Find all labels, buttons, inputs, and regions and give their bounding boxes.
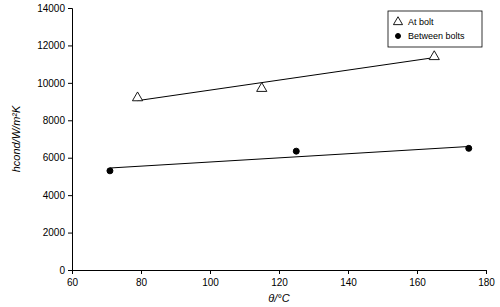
y-axis: 0 2000 4000 6000 8000 10000 12000 14000	[37, 3, 72, 276]
x-tick-label: 140	[340, 277, 357, 288]
y-tick-label: 2000	[43, 227, 66, 238]
x-tick-mark	[348, 270, 349, 274]
y-tick: 6000	[43, 152, 72, 163]
chart: 60 80 100 120 140 160 180 0 2000 4000 6000 8000 1000…	[0, 0, 500, 307]
y-tick-label: 6000	[43, 152, 66, 163]
x-tick: 60	[67, 270, 79, 288]
y-axis-title: hcond/W/m²K	[10, 105, 22, 172]
x-tick-mark	[486, 270, 487, 274]
y-tick-mark	[68, 158, 72, 159]
y-tick-mark	[68, 195, 72, 196]
x-tick: 80	[136, 270, 148, 288]
x-tick-mark	[210, 270, 211, 274]
y-tick-mark	[68, 270, 72, 271]
x-axis-title: θ/°C	[268, 292, 289, 304]
plot-area	[107, 51, 472, 174]
y-tick-label: 4000	[43, 190, 66, 201]
legend-label: Between bolts	[408, 31, 465, 41]
x-tick-mark	[417, 270, 418, 274]
x-tick-mark	[141, 270, 142, 274]
y-tick-mark	[68, 233, 72, 234]
x-tick-label: 80	[136, 277, 148, 288]
trend-line	[138, 58, 435, 101]
data-point	[429, 51, 439, 60]
y-tick: 8000	[43, 115, 72, 126]
x-tick: 100	[202, 270, 219, 288]
y-tick-label: 12000	[37, 40, 65, 51]
y-tick-mark	[68, 8, 72, 9]
data-point	[132, 92, 142, 101]
legend-marker	[396, 34, 401, 39]
y-tick: 0	[59, 265, 72, 276]
x-tick: 120	[271, 270, 288, 288]
legend-marker	[393, 17, 402, 25]
y-axis-line	[68, 9, 73, 271]
x-tick-label: 100	[202, 277, 219, 288]
y-tick: 4000	[43, 190, 72, 201]
y-tick-mark	[68, 45, 72, 46]
data-point	[466, 145, 472, 151]
data-point	[257, 83, 267, 92]
y-tick: 12000	[37, 40, 72, 51]
y-tick-label: 10000	[37, 78, 65, 89]
x-tick-label: 120	[271, 277, 288, 288]
y-tick: 2000	[43, 227, 72, 238]
x-tick-label: 180	[478, 277, 495, 288]
x-axis: 60 80 100 120 140 160 180	[67, 270, 495, 288]
legend-label: At bolt	[408, 17, 434, 27]
y-tick-mark	[68, 83, 72, 84]
y-tick-mark	[68, 120, 72, 121]
y-tick-label: 14000	[37, 3, 65, 14]
data-point	[293, 148, 299, 154]
y-tick: 14000	[37, 3, 72, 14]
x-tick-mark	[279, 270, 280, 274]
x-tick: 160	[409, 270, 426, 288]
x-axis-line	[73, 271, 487, 275]
x-tick-label: 60	[67, 277, 79, 288]
y-tick-label: 8000	[43, 115, 66, 126]
legend: At bolt Between bolts	[388, 11, 482, 47]
legend-box	[388, 11, 482, 47]
y-tick: 10000	[37, 78, 72, 89]
data-point	[107, 168, 113, 174]
trend-line	[110, 146, 469, 168]
y-tick-label: 0	[59, 265, 65, 276]
x-tick: 140	[340, 270, 357, 288]
x-tick: 180	[478, 270, 495, 288]
x-tick-label: 160	[409, 277, 426, 288]
